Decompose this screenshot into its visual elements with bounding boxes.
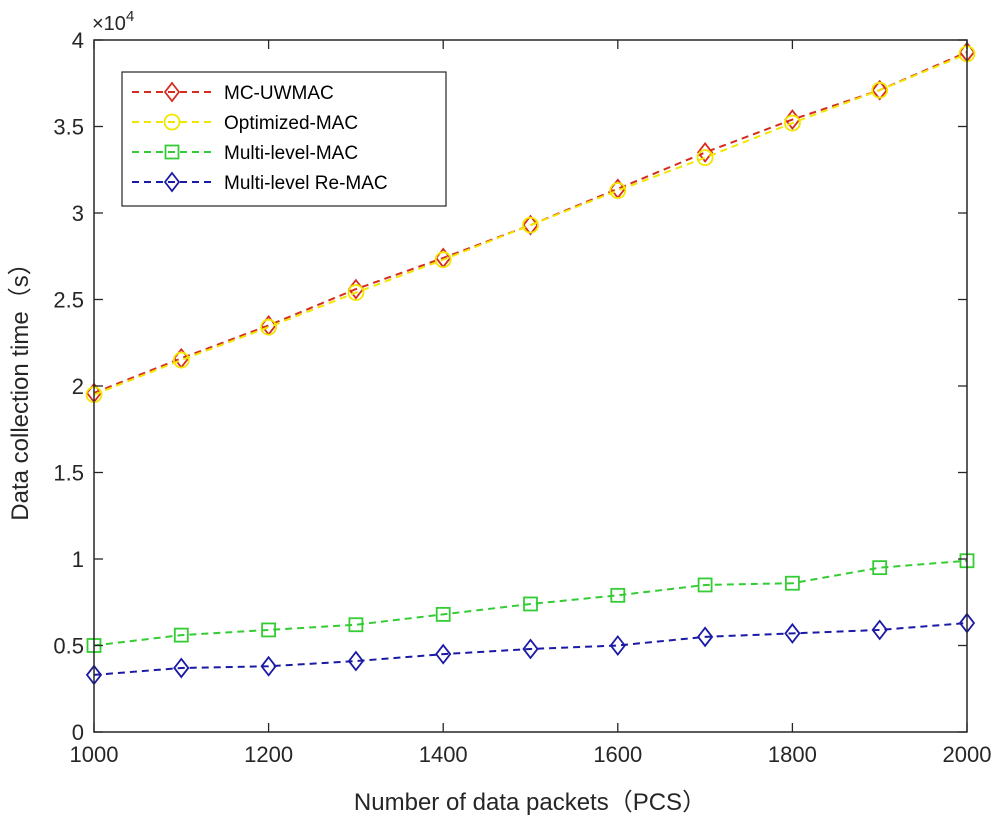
- y-tick-label: 0.5: [53, 634, 84, 659]
- y-axis-exponent: ×104: [92, 8, 134, 35]
- legend-item-optimized-mac: Optimized-MAC: [132, 113, 358, 134]
- y-tick-label: 3: [72, 201, 84, 226]
- data-point-optimized-mac: [784, 114, 801, 132]
- data-point-optimized-mac: [172, 351, 190, 369]
- x-tick-label: 2000: [943, 742, 992, 767]
- y-tick-label: 4: [72, 28, 84, 53]
- x-tick-label: 1400: [419, 742, 468, 767]
- x-tick-label: 1800: [768, 742, 817, 767]
- legend-marker-optimized-mac: [163, 113, 181, 131]
- data-point-multi-level-mac: [785, 575, 800, 591]
- data-point-multi-level-re-mac: [435, 643, 452, 665]
- x-tick-label: 1200: [244, 742, 293, 767]
- series-line-optimized-mac: [93, 52, 968, 396]
- data-point-mc-uwmac: [522, 214, 539, 236]
- data-point-multi-level-re-mac: [609, 635, 626, 656]
- series-line-multi-level-mac: [93, 559, 968, 647]
- data-point-mc-uwmac: [696, 141, 714, 163]
- data-point-multi-level-re-mac: [173, 657, 190, 679]
- data-point-optimized-mac: [260, 318, 278, 336]
- legend-item-mc-uwmac: MC-UWMAC: [132, 81, 334, 104]
- data-point-optimized-mac: [609, 182, 627, 199]
- legend-label-multi-level-re-mac: Multi-level Re-MAC: [224, 173, 388, 194]
- legend-item-multi-level-mac: Multi-level-MAC: [132, 143, 358, 164]
- legend-marker-multi-level-re-mac: [163, 171, 181, 193]
- data-point-multi-level-re-mac: [522, 638, 539, 660]
- data-point-multi-level-re-mac: [260, 655, 277, 677]
- data-point-multi-level-mac: [523, 596, 538, 612]
- legend-label-mc-uwmac: MC-UWMAC: [224, 83, 334, 104]
- data-point-multi-level-mac: [435, 606, 451, 622]
- data-point-multi-level-re-mac: [347, 650, 365, 672]
- data-point-mc-uwmac: [871, 79, 888, 101]
- legend-item-multi-level-re-mac: Multi-level Re-MAC: [132, 171, 388, 194]
- data-point-multi-level-mac: [697, 577, 713, 593]
- data-point-multi-level-mac: [348, 617, 364, 633]
- data-point-multi-level-re-mac: [696, 626, 714, 648]
- x-tick-label: 1600: [593, 742, 642, 767]
- y-tick-label: 0: [72, 720, 84, 745]
- data-point-optimized-mac: [434, 251, 452, 269]
- legend: MC-UWMAC Optimized-MAC Multi-level-MAC Mult…: [121, 71, 447, 207]
- legend-label-optimized-mac: Optimized-MAC: [224, 113, 358, 134]
- data-point-multi-level-re-mac: [871, 619, 888, 641]
- y-axis-exponent-power: 4: [126, 8, 134, 25]
- legend-marker-mc-uwmac: [163, 81, 181, 103]
- series-multi-level-mac: [86, 553, 975, 653]
- data-point-multi-level-re-mac: [784, 622, 801, 644]
- legend-label-multi-level-mac: Multi-level-MAC: [224, 143, 358, 164]
- series-layer: [85, 41, 976, 686]
- y-axis-exponent-base: ×10: [92, 13, 126, 35]
- data-point-optimized-mac: [871, 81, 889, 99]
- y-tick-label: 3.5: [53, 115, 84, 140]
- data-point-multi-level-mac: [872, 560, 888, 576]
- y-tick-label: 2: [72, 374, 84, 399]
- data-point-optimized-mac: [522, 216, 539, 234]
- data-point-multi-level-mac: [610, 587, 626, 603]
- x-axis-title: Number of data packets（PCS）: [354, 789, 706, 816]
- legend-marker-multi-level-mac: [164, 144, 180, 160]
- x-tick-label: 1000: [70, 742, 119, 767]
- data-point-optimized-mac: [347, 284, 365, 301]
- y-tick-label: 1.5: [53, 461, 84, 486]
- legend-box: [121, 71, 447, 207]
- data-point-multi-level-mac: [173, 627, 189, 643]
- data-point-multi-level-mac: [261, 622, 277, 638]
- y-tick-label: 1: [72, 547, 84, 572]
- tick-layer: 1000 1200 1400 1600 1800 2000 0 0.5 1 1.5 2 2.5 3 3.5…: [53, 28, 991, 767]
- y-axis-title: Data collection time（s）: [7, 251, 34, 520]
- series-line-multi-level-re-mac: [93, 622, 968, 676]
- data-point-optimized-mac: [696, 149, 714, 167]
- y-tick-label: 2.5: [53, 288, 84, 313]
- series-line-mc-uwmac: [93, 51, 968, 394]
